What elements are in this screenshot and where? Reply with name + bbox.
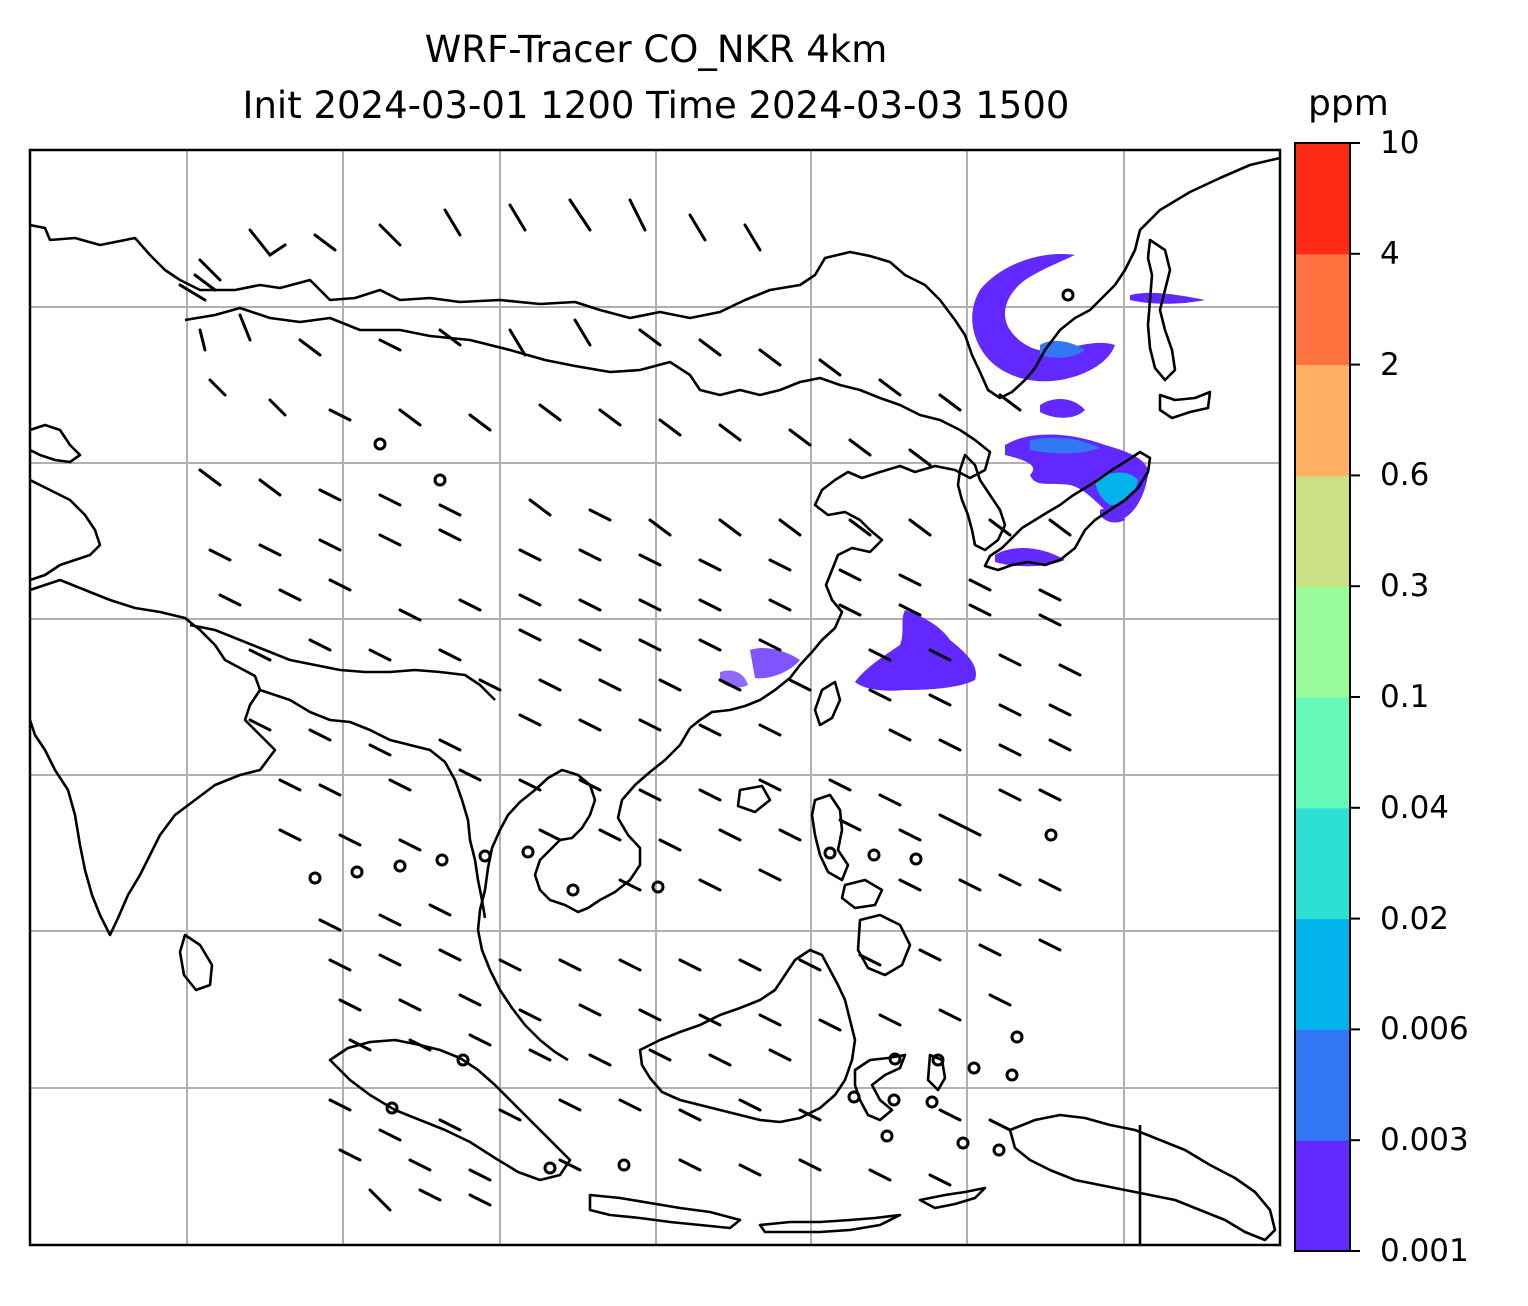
colorbar-tick-label: 0.1: [1380, 679, 1430, 715]
coast-japan-hokkaido: [1158, 390, 1212, 420]
coast-china-east: [689, 438, 992, 730]
colorbar-band-5: [1295, 586, 1350, 698]
coast-japan-honshu: [983, 450, 1152, 572]
colorbar-tick-label: 0.001: [1380, 1233, 1469, 1269]
colorbar-band-2: [1295, 918, 1350, 1030]
map-frame: [28, 148, 1282, 1247]
colorbar-tick-label: 0.003: [1380, 1122, 1469, 1159]
colorbar-tick-label: 2: [1380, 346, 1400, 383]
plume-taiwan-strait: [855, 610, 976, 691]
colorbar-band-7: [1295, 364, 1350, 476]
plume-japan-mid: [1030, 437, 1100, 454]
coast-new-guinea: [1008, 1113, 1277, 1242]
coast-sri-lanka: [178, 933, 214, 992]
coast-caspian: [30, 423, 82, 464]
colorbar-band-4: [1295, 697, 1350, 809]
coast-philippines-luzon: [810, 793, 850, 882]
coast-indochina: [476, 727, 692, 1062]
wind-barbs: [178, 198, 1082, 1212]
coast-bay-of-bengal: [259, 688, 487, 919]
colorbar-band-0: [1295, 1140, 1350, 1252]
border-china-india: [189, 623, 496, 701]
colorbar-tick-label: 4: [1380, 235, 1400, 272]
map-title-line-2: Init 2024-03-01 1200 Time 2024-03-03 150…: [242, 84, 1070, 127]
plume-guangdong-speckle: [750, 648, 800, 679]
coast-korea: [956, 453, 1007, 552]
colorbar-band-3: [1295, 807, 1350, 920]
colorbar-band-6: [1295, 475, 1350, 587]
colorbar-ticks: [1350, 142, 1360, 1252]
colorbar-tick-label: 0.6: [1380, 457, 1430, 494]
colorbar-band-8: [1295, 253, 1350, 366]
coast-hainan: [736, 784, 772, 814]
tracer-plumes: [720, 254, 1205, 691]
coast-halmahera: [926, 1053, 947, 1092]
colorbar-tick-label: 0.04: [1380, 789, 1450, 826]
colorbar-band-1: [1295, 1029, 1350, 1141]
coast-arabian: [30, 478, 102, 582]
coast-taiwan: [813, 680, 842, 727]
plume-northeast-inner: [1040, 340, 1085, 358]
coast-lesser-sunda: [758, 1213, 902, 1234]
plume-korea-small: [1040, 398, 1085, 418]
colorbar-tick-label: 0.006: [1380, 1011, 1469, 1048]
coastlines: [30, 156, 1280, 1245]
colorbar: [1295, 143, 1350, 1252]
colorbar-unit-label: ppm: [1308, 83, 1389, 124]
coast-india: [30, 578, 277, 937]
colorbar-tick-label: 0.02: [1380, 900, 1450, 937]
plume-kyushu: [995, 548, 1065, 567]
coast-java: [588, 1193, 742, 1230]
calm-wind-circles: [308, 288, 1075, 1175]
colorbar-band-9: [1295, 143, 1350, 255]
gridlines: [30, 150, 1280, 1245]
coast-sakhalin: [1146, 238, 1177, 382]
coast-russia-north: [30, 156, 1280, 400]
colorbar-tick-label: 10: [1380, 125, 1420, 161]
coast-borneo: [638, 948, 857, 1124]
coast-philippines-visayas: [840, 878, 884, 910]
map-area: [30, 150, 1280, 1245]
coast-timor: [918, 1186, 987, 1210]
map-title-line-1: WRF-Tracer CO_NKR 4km: [424, 28, 888, 71]
coast-mongolia-china-border: [184, 306, 976, 442]
colorbar-tick-label: 0.3: [1380, 568, 1430, 605]
